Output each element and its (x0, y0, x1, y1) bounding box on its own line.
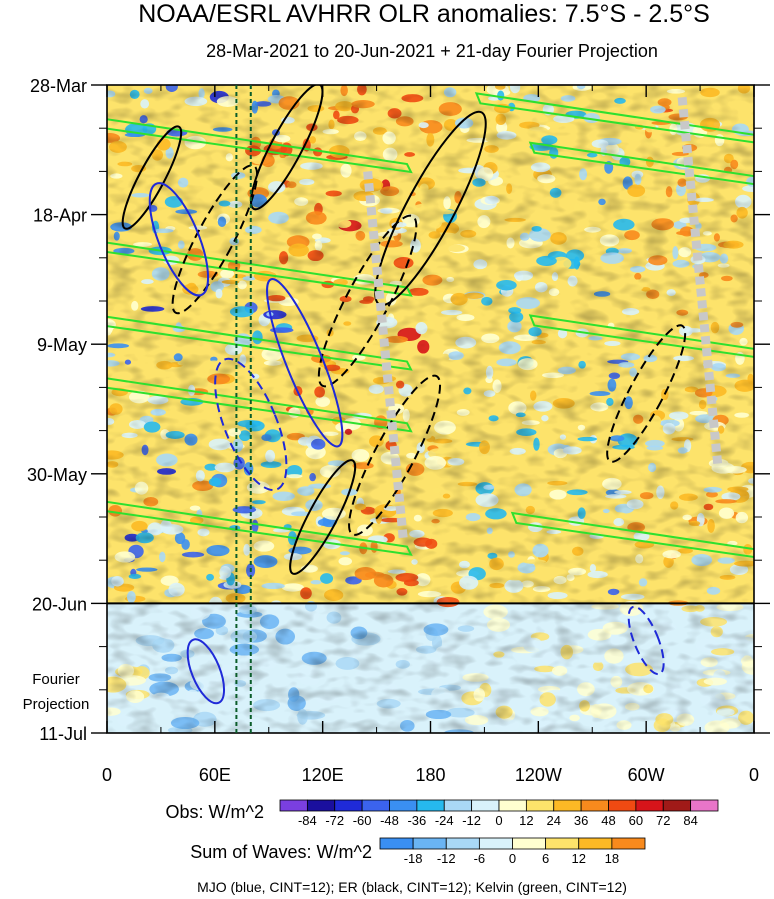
colorbar-level-label: 48 (601, 813, 615, 828)
colorbar-swatch (379, 837, 414, 850)
kelvin-contour (528, 314, 754, 358)
mjo-contour (186, 638, 226, 705)
er-contour (289, 459, 357, 575)
mjo-contour (148, 182, 210, 297)
y-tick-label: 9-May (37, 335, 87, 355)
er-contour (249, 85, 324, 211)
colorbar-swatch (553, 799, 582, 812)
er-contour (317, 214, 418, 388)
colorbar-level-label: 12 (519, 813, 533, 828)
kelvin-contour (107, 118, 413, 174)
axes: 0 60E 120E 180 120W 60W 0 28-Mar 18-Apr 9-May 30-M… (27, 76, 770, 785)
colorbar-level-label: 60 (629, 813, 643, 828)
er-contour (606, 324, 687, 463)
kelvin-contour (107, 315, 413, 371)
waves-colorbar-label: Sum of Waves: W/m^2 (190, 842, 372, 862)
y-tick-label: 20-Jun (32, 594, 87, 614)
er-contour (171, 164, 259, 315)
y-tick-label: 18-Apr (33, 206, 87, 226)
x-tick-label: 120W (515, 765, 562, 785)
kelvin-contour (107, 377, 413, 433)
x-tick-label: 0 (102, 765, 112, 785)
colorbar-swatch (690, 799, 719, 812)
contour-legend: MJO (blue, CINT=12); ER (black, CINT=12)… (197, 879, 627, 895)
colorbar-level-label: 36 (574, 813, 588, 828)
colorbar-swatch (635, 799, 664, 812)
colorbar-level-label: 84 (683, 813, 697, 828)
obs-colorbar: -84 -72 -60 -48 -36 -24 -12 0 12 24 36 48 60 72 84 (279, 799, 719, 828)
mjo-contour (627, 605, 665, 676)
colorbar-level-label: 72 (656, 813, 670, 828)
x-tick-label: 60W (628, 765, 665, 785)
colorbar-level-label: 12 (572, 851, 586, 866)
colorbar-swatch (279, 799, 308, 812)
colorbar-swatch (412, 837, 447, 850)
colorbar-level-label: -84 (298, 813, 317, 828)
colorbar-swatch (608, 799, 637, 812)
colorbar-swatch (578, 837, 613, 850)
colorbar-swatch (662, 799, 692, 812)
colorbar-swatch (512, 837, 547, 850)
waves-colorbar: -18 -12 -6 0 6 12 18 (379, 837, 646, 866)
colorbar-level-label: -6 (474, 851, 486, 866)
chart-subtitle: 28-Mar-2021 to 20-Jun-2021 + 21-day Four… (206, 41, 658, 61)
colorbar-level-label: -60 (353, 813, 372, 828)
colorbar-swatch (471, 799, 500, 812)
colorbar-level-label: -72 (325, 813, 344, 828)
colorbar-swatch (389, 799, 418, 812)
colorbar-level-label: 24 (547, 813, 561, 828)
colorbar-swatch (306, 799, 336, 812)
colorbar-level-label: 6 (542, 851, 549, 866)
kelvin-contour (107, 241, 413, 297)
colorbar-swatch (445, 837, 480, 850)
colorbar-swatch (334, 799, 363, 812)
mjo-contour (214, 357, 288, 492)
colorbar-swatch (498, 799, 527, 812)
mjo-contour (266, 277, 344, 448)
colorbar-swatch (580, 799, 609, 812)
wave-contours (107, 85, 754, 705)
colorbar-level-label: -48 (380, 813, 399, 828)
x-tick-label: 180 (415, 765, 445, 785)
plot-area (107, 85, 754, 733)
gray-wave-band (677, 96, 723, 469)
x-tick-label: 120E (302, 765, 344, 785)
kelvin-contour (528, 141, 754, 186)
colorbar-level-label: 0 (509, 851, 516, 866)
obs-colorbar-label: Obs: W/m^2 (166, 802, 264, 822)
colorbar-level-label: 0 (495, 813, 502, 828)
projection-label-line1: Fourier (32, 671, 80, 688)
colorbar-swatch (611, 837, 646, 850)
x-tick-label: 0 (749, 765, 759, 785)
colorbar-swatch (525, 799, 555, 812)
colorbar-level-label: -24 (435, 813, 454, 828)
colorbar-swatch (416, 799, 445, 812)
x-tick-label: 60E (199, 765, 231, 785)
y-tick-label: 30-May (27, 465, 87, 485)
projection-label-line2: Projection (23, 696, 90, 713)
colorbar-swatch (361, 799, 390, 812)
colorbar-level-label: -12 (462, 813, 481, 828)
colorbar-swatch (478, 837, 513, 850)
colorbar-swatch (443, 799, 473, 812)
field-texture (107, 85, 754, 733)
colorbar-level-label: -36 (407, 813, 426, 828)
kelvin-contour (510, 511, 754, 558)
gray-wave-band (363, 170, 409, 543)
colorbar-level-label: -12 (437, 851, 456, 866)
kelvin-contour (107, 500, 413, 556)
colorbar-swatch (545, 837, 580, 850)
colorbar-level-label: -18 (404, 851, 423, 866)
olr-anomaly-field (107, 85, 754, 733)
y-tick-label: 28-Mar (30, 76, 87, 96)
colorbar-level-label: 18 (605, 851, 619, 866)
y-tick-label: 11-Jul (39, 724, 87, 744)
chart-title: NOAA/ESRL AVHRR OLR anomalies: 7.5°S - 2… (138, 0, 710, 28)
er-contour (348, 374, 442, 536)
